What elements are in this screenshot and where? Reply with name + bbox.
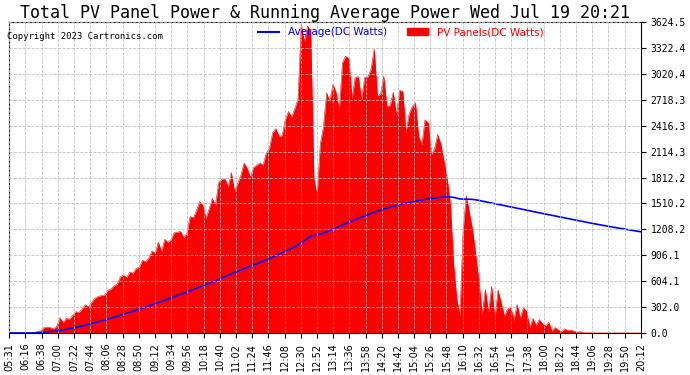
Title: Total PV Panel Power & Running Average Power Wed Jul 19 20:21: Total PV Panel Power & Running Average P… — [20, 4, 630, 22]
Text: Copyright 2023 Cartronics.com: Copyright 2023 Cartronics.com — [7, 32, 163, 41]
Legend: Average(DC Watts), PV Panels(DC Watts): Average(DC Watts), PV Panels(DC Watts) — [254, 23, 547, 42]
